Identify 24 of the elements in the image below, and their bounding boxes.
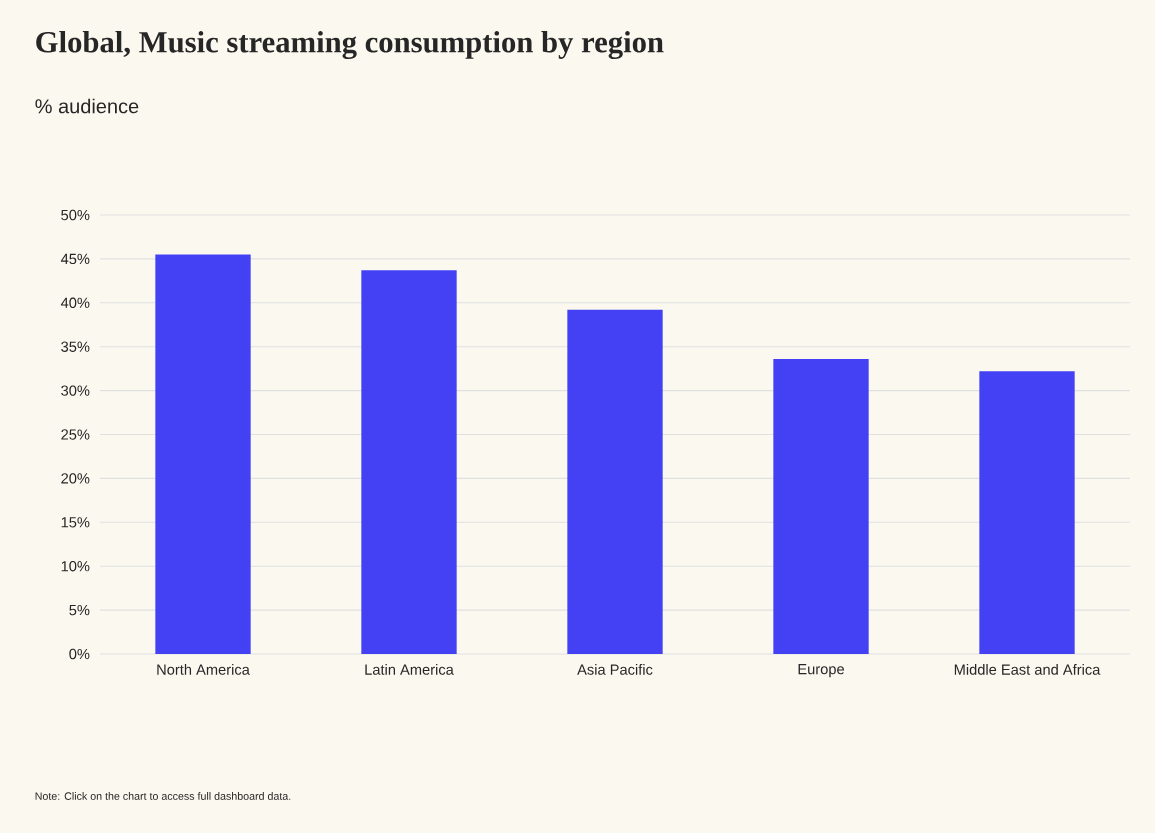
chart-subtitle: % audience [35,98,139,114]
chart-title: Global, Music streaming consumption by region [36,30,664,60]
y-tick-label: 0% [69,648,90,660]
bar [979,371,1075,654]
y-tick-label: 50% [61,209,90,221]
bar [567,309,663,654]
y-tick-label: 15% [61,517,90,528]
x-tick-label: Asia Pacific [577,664,653,675]
y-tick-label: 10% [61,561,90,572]
y-tick-label: 25% [61,429,90,440]
text: Note: Click on the chart to access full dashboard data. [35,792,291,800]
x-tick-label: Europe [798,664,844,678]
bar [155,254,251,654]
y-tick-label: 30% [61,385,90,396]
x-tick-label: Latin America [365,664,454,675]
x-tick-label: Middle East and Africa [954,664,1101,675]
bar [773,358,869,654]
bar [361,270,457,654]
y-tick-label: 5% [69,604,90,616]
y-tick-label: 35% [61,341,90,352]
y-tick-label: 20% [61,473,90,484]
y-tick-label: 40% [60,297,90,308]
x-tick-label: North America [157,664,250,675]
y-tick-label: 45% [60,253,90,265]
